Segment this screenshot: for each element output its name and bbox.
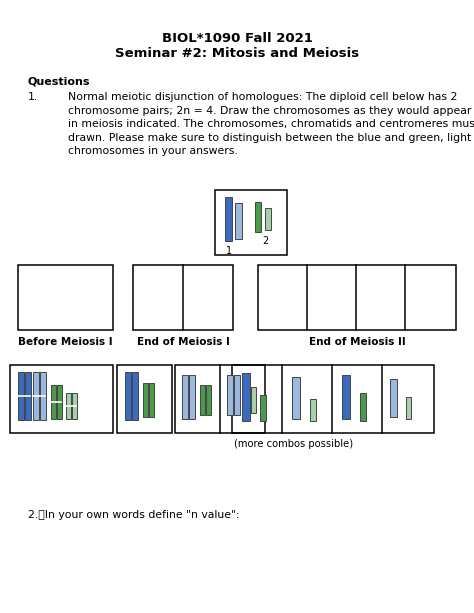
Bar (260, 395, 266, 421)
Bar (51, 385, 56, 419)
Bar (242, 373, 250, 421)
Bar (182, 375, 188, 419)
Bar (117, 365, 172, 433)
Bar (360, 393, 366, 421)
Bar (265, 208, 271, 230)
Bar (189, 375, 195, 419)
Bar (245, 387, 250, 413)
Text: (more combos possible): (more combos possible) (234, 439, 353, 449)
Bar (225, 197, 232, 241)
Text: 1.: 1. (28, 92, 38, 102)
Bar (215, 190, 287, 255)
Bar (33, 372, 39, 420)
Text: End of Meiosis I: End of Meiosis I (137, 337, 229, 347)
Bar (206, 385, 211, 415)
Bar (255, 202, 261, 232)
Bar (251, 387, 256, 413)
Bar (292, 377, 300, 419)
Bar (232, 365, 434, 433)
Text: BIOL*1090 Fall 2021: BIOL*1090 Fall 2021 (162, 32, 312, 45)
Bar (72, 393, 77, 419)
Text: Questions: Questions (28, 76, 91, 86)
Text: Before Meiosis I: Before Meiosis I (18, 337, 112, 347)
Bar (10, 365, 113, 433)
Text: 2.	In your own words define "n value":: 2. In your own words define "n value": (28, 510, 239, 520)
Text: Normal meiotic disjunction of homologues: The diploid cell below has 2
chromosom: Normal meiotic disjunction of homologues… (68, 92, 474, 156)
Bar (235, 203, 242, 239)
Bar (66, 393, 71, 419)
Bar (18, 372, 24, 420)
Bar (200, 385, 205, 415)
Bar (18, 265, 113, 330)
Bar (132, 372, 138, 420)
Bar (342, 375, 350, 419)
Bar (310, 399, 316, 421)
Text: End of Meiosis II: End of Meiosis II (309, 337, 405, 347)
Bar (258, 265, 456, 330)
Bar (227, 375, 233, 415)
Text: Seminar #2: Mitosis and Meiosis: Seminar #2: Mitosis and Meiosis (115, 47, 359, 60)
Bar (149, 383, 154, 417)
Bar (125, 372, 131, 420)
Bar (143, 383, 148, 417)
Bar (406, 397, 411, 419)
Bar (234, 375, 240, 415)
Bar (57, 385, 62, 419)
Bar (40, 372, 46, 420)
Bar (133, 265, 233, 330)
Bar (175, 365, 265, 433)
Bar (390, 379, 397, 417)
Text: 1: 1 (226, 246, 232, 256)
Bar (25, 372, 31, 420)
Text: 2: 2 (262, 236, 268, 246)
